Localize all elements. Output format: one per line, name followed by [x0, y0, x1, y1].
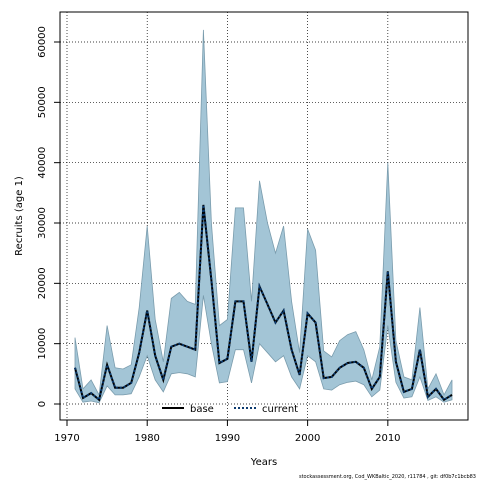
legend-label-base: base: [190, 404, 214, 415]
legend: base current: [162, 404, 298, 415]
y-axis: 0 10000 20000 30000 40000 50000 60000: [37, 26, 61, 407]
legend-label-current: current: [262, 404, 298, 415]
y-tick-label-50000: 50000: [37, 86, 48, 118]
series-line-base: [74, 204, 453, 402]
x-tick-label-2010: 2010: [375, 433, 400, 444]
y-tick-label-30000: 30000: [37, 207, 48, 239]
y-tick-label-10000: 10000: [37, 328, 48, 360]
x-axis: 1970 1980 1990 2000 2010: [54, 419, 401, 444]
x-tick-label-1990: 1990: [215, 433, 240, 444]
credit-text: stockassessment.org, Cod_WKBaltic_2020, …: [299, 474, 476, 480]
series-lines: [74, 204, 453, 402]
y-axis-title: Recruits (age 1): [14, 176, 25, 256]
x-tick-label-1980: 1980: [134, 433, 159, 444]
y-tick-label-40000: 40000: [37, 147, 48, 179]
y-tick-label-60000: 60000: [37, 26, 48, 58]
x-axis-title: Years: [250, 457, 277, 468]
x-tick-label-1970: 1970: [54, 433, 79, 444]
y-tick-label-0: 0: [37, 401, 48, 407]
y-tick-label-20000: 20000: [37, 267, 48, 299]
confidence-band: [74, 29, 453, 404]
x-tick-label-2000: 2000: [295, 433, 320, 444]
confidence-band-group: [74, 29, 453, 404]
